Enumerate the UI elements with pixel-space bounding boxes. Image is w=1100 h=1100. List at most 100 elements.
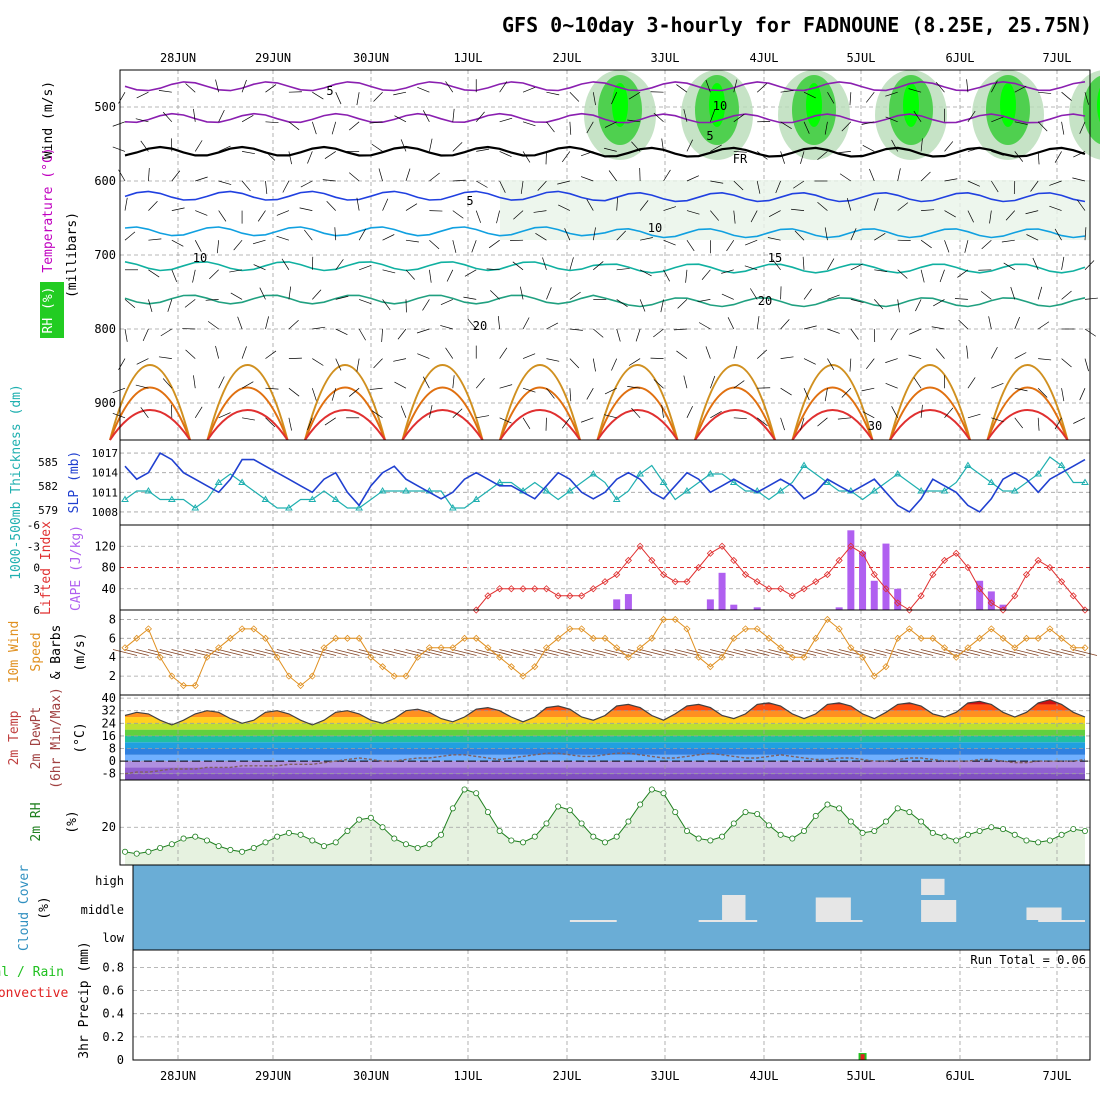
wind-barb (837, 151, 851, 154)
rh2m-point (473, 790, 480, 797)
wind-barb (721, 293, 734, 300)
thickness-point (355, 504, 364, 511)
date-tick-label-bottom: 28JUN (160, 1069, 196, 1083)
wind-barb (1038, 358, 1052, 361)
wind-barb (209, 269, 219, 280)
wind-barb (827, 92, 835, 104)
wind-barb (381, 328, 383, 342)
cape-tick-label: 80 (102, 561, 116, 575)
wind-barb (726, 240, 735, 252)
wind-barb (967, 110, 976, 122)
wind-barb (218, 210, 227, 222)
wind-barb (683, 109, 688, 122)
wind-barb (661, 138, 664, 152)
rh2m-point (1000, 826, 1007, 833)
wind-barb (710, 144, 722, 152)
wind-barb (1014, 316, 1020, 330)
wind-barb (653, 112, 664, 123)
wind-barb (775, 180, 781, 194)
wind-barb (311, 121, 317, 135)
temperature-contour (401, 409, 484, 441)
wind-barb-10m (253, 649, 278, 656)
wind-barb (312, 326, 326, 330)
temperature-band (125, 742, 1085, 749)
thickness-point (331, 495, 340, 502)
wind-barb (705, 79, 711, 93)
wind-barb (497, 316, 500, 330)
wind-barb (242, 151, 255, 155)
wind-barb (446, 269, 454, 282)
li-tick-label: 6 (33, 604, 40, 617)
date-tick-label-top: 4JUL (750, 51, 779, 65)
thickness-point (261, 495, 270, 502)
rh2m-point (918, 818, 925, 825)
lifted-index-point (648, 556, 656, 564)
wind-barb (533, 210, 547, 213)
wind-barb (794, 230, 805, 241)
cape-bar (976, 580, 984, 610)
wind-barb-10m (534, 649, 559, 656)
wind-barb (850, 328, 859, 340)
cloud-level-label: middle (81, 903, 124, 917)
wind-barb (701, 269, 711, 280)
wind-barb (300, 180, 313, 188)
date-tick-label-top: 29JUN (255, 51, 291, 65)
rh2m-point (964, 831, 971, 838)
lifted-index-point (882, 585, 890, 593)
wind-barb (171, 239, 184, 247)
wind-barb-10m (136, 649, 161, 656)
temp-tick-label: 16 (102, 729, 116, 743)
rh2m-point (777, 831, 784, 838)
cape-axis-label: CAPE (J/kg) (69, 525, 84, 611)
wind-barb (933, 299, 945, 307)
wind-barb (476, 148, 490, 152)
wind-speed-point (917, 634, 925, 642)
rh2m-unit-label: (%) (65, 810, 80, 833)
rh2m-point (543, 820, 550, 827)
wind-speed-point (601, 634, 609, 642)
contour-label: 10 (193, 251, 207, 265)
thickness-tick-label: 582 (38, 480, 58, 493)
lifted-index-point (730, 556, 738, 564)
temperature-band (125, 729, 1085, 736)
wind-barb-10m (241, 649, 266, 656)
cloud-block (1038, 920, 1085, 922)
wind-barb (335, 328, 348, 336)
slp-tick-label: 1011 (92, 486, 119, 499)
wind-barb (445, 81, 454, 93)
contour-label: 30 (868, 419, 882, 433)
wind-barb (1084, 358, 1089, 372)
temperature-contour (206, 409, 289, 441)
wind-barb (452, 210, 464, 219)
lifted-index-point (542, 585, 551, 593)
wind-barb (897, 269, 908, 279)
wind-barb (265, 350, 277, 359)
wind-barb (265, 84, 277, 93)
wind-barb (661, 404, 664, 418)
wind-barb-10m (698, 649, 723, 656)
wind-barb (676, 350, 688, 359)
cape-tick-label: 120 (94, 539, 116, 553)
wind-barb (1037, 321, 1050, 330)
pressure-tick-label: 700 (94, 248, 116, 262)
temperature-contour (124, 190, 1086, 203)
wind-barb (140, 407, 149, 419)
thickness-point (121, 495, 129, 502)
wind-barb (171, 269, 178, 282)
wind-barb (522, 121, 536, 127)
thickness-point (565, 487, 574, 494)
wind-barb (897, 168, 901, 182)
wind-barb (464, 269, 477, 277)
wind-barb (908, 88, 922, 93)
wind-barb-10m (265, 649, 290, 656)
wind-barb (935, 82, 945, 93)
slp-tick-label: 1017 (92, 447, 119, 460)
wind-barb (288, 286, 292, 300)
thickness-point (238, 478, 246, 485)
rh2m-point (285, 829, 292, 836)
wind-barb-10m (920, 649, 945, 656)
wind-barb-10m (229, 649, 255, 656)
wind-barb (312, 91, 324, 100)
wind-barb (445, 347, 454, 359)
wind-speed-point (425, 644, 433, 652)
